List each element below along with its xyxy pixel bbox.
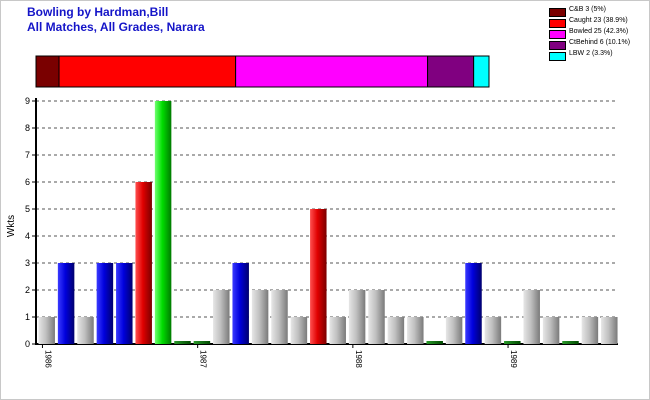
bar [271, 290, 288, 344]
legend-label: LBW 2 (3.3%) [569, 50, 613, 57]
y-axis-label: Wkts [6, 215, 17, 237]
stacked-segment [473, 55, 490, 88]
bar [387, 317, 405, 344]
y-tick-label: 8 [25, 123, 30, 133]
bar [426, 341, 443, 344]
bar [581, 317, 599, 344]
y-tick-labels: 0 1 2 3 4 5 6 7 8 9 [25, 96, 30, 349]
bar [38, 317, 55, 344]
x-tick-label: 1987 [199, 350, 208, 368]
stacked-segment [235, 55, 429, 88]
x-tick-labels: 1986 1987 1988 1989 [41, 344, 518, 368]
y-tick-label: 7 [25, 150, 30, 160]
bar [154, 101, 172, 344]
dismissal-stacked-bar [35, 55, 490, 88]
bar [465, 263, 482, 344]
bar [77, 317, 94, 344]
legend-swatch [549, 52, 566, 61]
y-tick-label: 2 [25, 285, 30, 295]
bars [38, 101, 618, 344]
bar [116, 263, 133, 344]
stacked-segment [58, 55, 237, 88]
legend-label: Caught 23 (38.9%) [569, 17, 628, 24]
legend-swatch [549, 41, 566, 50]
legend-swatch [549, 8, 566, 17]
bar [348, 290, 366, 344]
bar [484, 317, 502, 344]
chart-title: Bowling by Hardman,Bill [27, 5, 169, 19]
bar [174, 341, 191, 344]
bar [193, 341, 211, 344]
x-tick-label: 1988 [354, 350, 363, 368]
y-tick-label: 4 [25, 231, 30, 241]
y-tick-label: 9 [25, 96, 30, 106]
bar [135, 182, 152, 344]
bar [523, 290, 540, 344]
bar [57, 263, 75, 344]
bar [329, 317, 346, 344]
bar [601, 317, 618, 344]
x-tick-label: 1989 [509, 350, 518, 368]
bar [445, 317, 463, 344]
bar [504, 341, 521, 344]
bar [96, 263, 114, 344]
bar [542, 317, 560, 344]
grid-lines [36, 100, 618, 318]
y-tick-label: 3 [25, 258, 30, 268]
bar [290, 317, 308, 344]
bar [562, 341, 579, 344]
y-tick-label: 1 [25, 312, 30, 322]
legend-label: Bowled 25 (42.3%) [569, 28, 629, 35]
bar [368, 290, 385, 344]
stacked-segment [427, 55, 475, 88]
legend-label: CtBehind 6 (10.1%) [569, 39, 631, 46]
bar [251, 290, 269, 344]
bar [232, 263, 249, 344]
stacked-segment [35, 55, 60, 88]
bar [407, 317, 424, 344]
bar [213, 290, 230, 344]
x-tick-label: 1986 [43, 350, 52, 368]
bar [310, 209, 327, 344]
legend-swatch [549, 19, 566, 28]
y-tick-label: 6 [25, 177, 30, 187]
legend-label: C&B 3 (5%) [569, 6, 606, 13]
chart-subtitle: All Matches, All Grades, Narara [27, 20, 205, 34]
legend-swatch [549, 30, 566, 39]
y-tick-label: 5 [25, 204, 30, 214]
y-tick-label: 0 [25, 339, 30, 349]
axes [32, 98, 618, 345]
